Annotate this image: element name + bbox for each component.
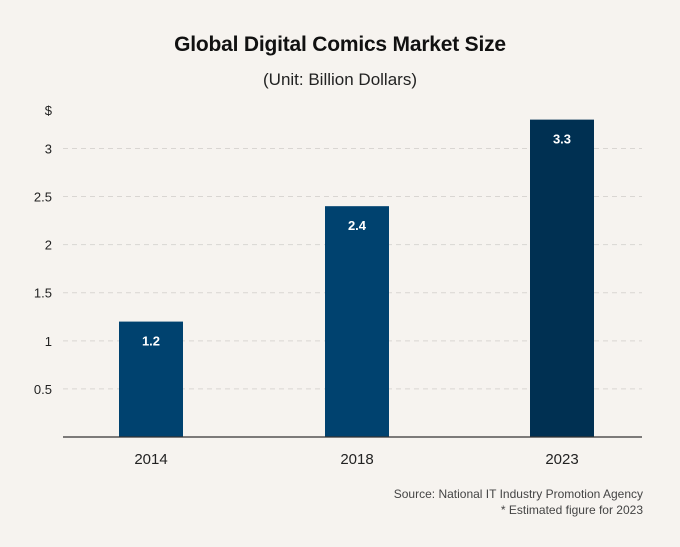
y-axis-unit-label: $	[45, 103, 53, 118]
y-tick-label: 0.5	[34, 382, 52, 397]
source-note: Source: National IT Industry Promotion A…	[393, 487, 643, 501]
bar-2023	[530, 119, 594, 437]
bar-value-label: 2.4	[348, 218, 367, 233]
y-tick-label: 2.5	[34, 190, 52, 205]
x-tick-label: 2018	[340, 451, 373, 468]
bar-value-label: 1.2	[142, 334, 160, 349]
bar-value-label: 3.3	[553, 132, 571, 147]
chart-subtitle: (Unit: Billion Dollars)	[263, 70, 417, 89]
y-tick-label: 1.5	[34, 286, 52, 301]
y-tick-label: 2	[45, 238, 52, 253]
bar-2014	[119, 321, 183, 437]
x-tick-label: 2023	[545, 451, 578, 468]
chart-title: Global Digital Comics Market Size	[174, 33, 506, 56]
chart-notes: Source: National IT Industry Promotion A…	[394, 486, 643, 518]
estimate-note: * Estimated figure for 2023	[500, 503, 643, 517]
y-tick-label: 3	[45, 141, 52, 156]
y-tick-label: 1	[45, 334, 52, 349]
bars	[119, 119, 594, 437]
labels: 0.5 1 1.5 2 2.5 3 $1.2 2014 2.4 2018 3.3 2023	[34, 103, 579, 468]
x-tick-label: 2014	[134, 451, 167, 468]
bar-2018	[325, 206, 389, 437]
